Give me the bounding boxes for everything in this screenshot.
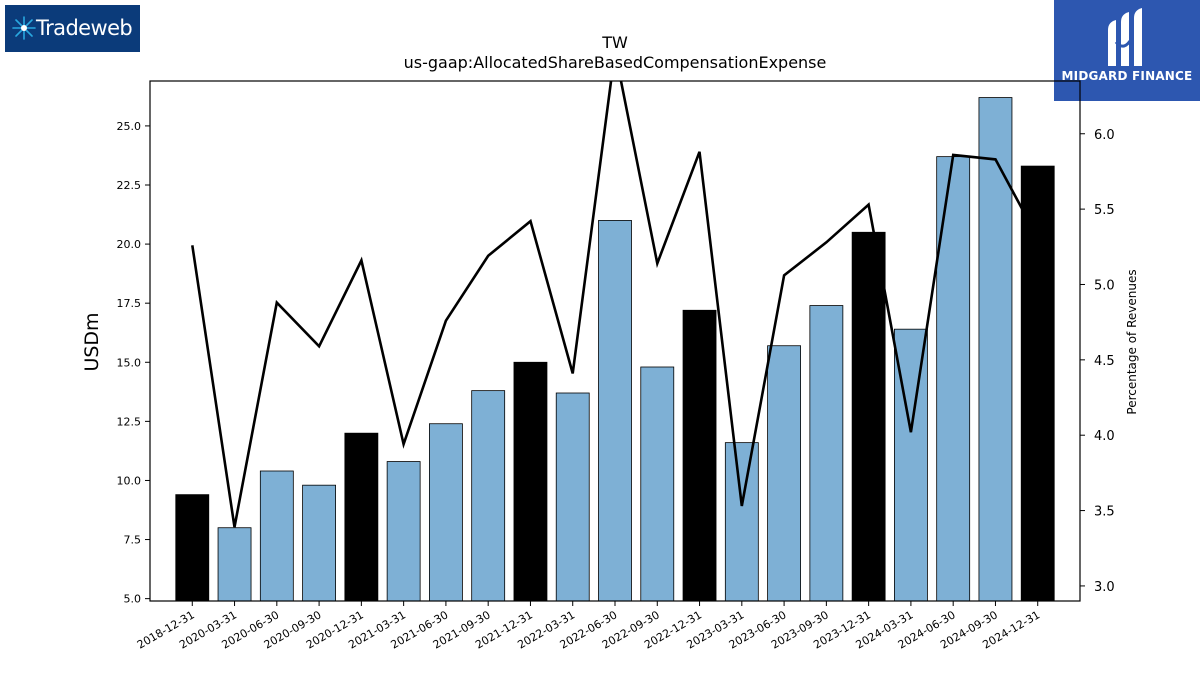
bar-2024-12-31 — [1020, 165, 1055, 602]
bar-2022-12-31 — [682, 309, 717, 602]
chart-title: TW — [601, 33, 628, 52]
bar-2020-12-31 — [344, 432, 379, 602]
y-tick-label: 10.0 — [117, 474, 142, 487]
y2-tick-label: 4.0 — [1094, 429, 1115, 444]
midgard-m-icon — [1108, 8, 1142, 66]
bar-2020-03-31 — [217, 527, 252, 602]
percentage-line — [191, 81, 1039, 528]
bar-2018-12-31 — [175, 494, 210, 602]
y2-tick-label: 6.0 — [1094, 128, 1115, 143]
bar-2024-09-30 — [978, 97, 1013, 602]
y-tick-label: 5.0 — [124, 593, 142, 606]
y-axis-label: USDm — [81, 312, 103, 371]
bar-2020-09-30 — [302, 484, 336, 602]
y-tick-label: 15.0 — [117, 356, 142, 369]
bar-2021-12-31 — [513, 361, 548, 602]
y-tick-label: 12.5 — [117, 415, 142, 428]
y-tick-label: 17.5 — [117, 297, 142, 310]
y2-tick-label: 5.0 — [1094, 278, 1115, 293]
y-tick-label: 7.5 — [124, 534, 142, 547]
y2-tick-label: 3.0 — [1094, 580, 1115, 595]
percentage-line-path — [191, 81, 1039, 528]
y-tick-label: 20.0 — [117, 238, 142, 251]
midgard-finance-logo: MIDGARD FINANCE — [1054, 0, 1200, 101]
bar-2023-06-30 — [767, 345, 801, 602]
bar-2023-09-30 — [809, 305, 844, 602]
bar-2021-09-30 — [471, 390, 506, 602]
bar-2021-06-30 — [429, 423, 463, 602]
bar-2023-12-31 — [851, 231, 886, 602]
y2-tick-label: 5.5 — [1094, 203, 1115, 218]
starburst-icon — [12, 16, 36, 40]
midgard-finance-logo-text: MIDGARD FINANCE — [1061, 69, 1193, 83]
y2-axis-label: Percentage of Revenues — [1125, 269, 1139, 414]
y-tick-label: 25.0 — [117, 120, 142, 133]
bar-2020-06-30 — [259, 470, 294, 602]
bar-2022-06-30 — [598, 220, 632, 602]
y-tick-label: 22.5 — [117, 179, 142, 192]
chart-subtitle: us-gaap:AllocatedShareBasedCompensationE… — [404, 53, 827, 72]
bar-2022-03-31 — [555, 392, 590, 602]
bar-2022-09-30 — [640, 366, 675, 602]
tradeweb-logo: Tradeweb — [5, 5, 140, 52]
bar-2021-03-31 — [386, 461, 421, 602]
y2-tick-label: 4.5 — [1094, 354, 1115, 369]
tradeweb-logo-text: Tradeweb — [36, 16, 133, 40]
bar-2023-03-31 — [724, 442, 759, 602]
y2-tick-label: 3.5 — [1094, 505, 1115, 520]
